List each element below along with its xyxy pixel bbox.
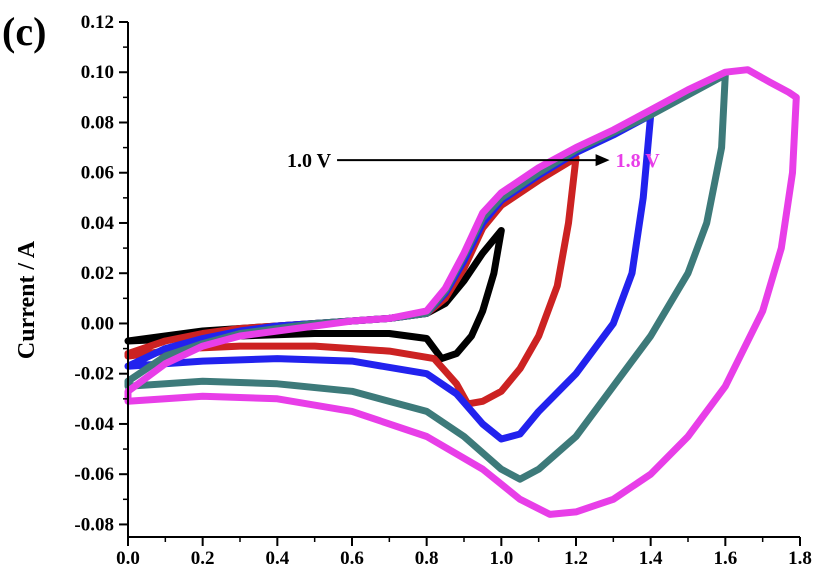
series-line-5 xyxy=(128,70,796,515)
x-tick-label: 0.6 xyxy=(340,548,364,568)
y-tick-label: 0.04 xyxy=(81,213,115,234)
y-tick-label: 0.10 xyxy=(81,62,114,83)
annotation-arrow-head xyxy=(596,154,610,166)
y-tick-label: 0.06 xyxy=(81,163,114,184)
panel-label: (c) xyxy=(2,9,46,54)
x-tick-label: 1.6 xyxy=(713,548,737,568)
x-tick-label: 0.8 xyxy=(415,548,439,568)
y-tick-label: 0.08 xyxy=(81,112,114,133)
y-tick-label: -0.08 xyxy=(74,514,114,535)
x-tick-label: 0.0 xyxy=(116,548,140,568)
annotation-start-label: 1.0 V xyxy=(287,150,332,172)
x-tick-label: 1.4 xyxy=(639,548,663,568)
series-layer xyxy=(128,70,796,515)
y-tick-label: -0.06 xyxy=(74,464,114,485)
annotation-layer: 1.0 V 1.8 V xyxy=(287,150,660,172)
y-tick-label: -0.04 xyxy=(74,414,114,435)
annotation-end-label: 1.8 V xyxy=(616,150,661,172)
x-tick-label: 0.2 xyxy=(191,548,215,568)
y-tick-label: 0.00 xyxy=(81,313,114,334)
x-tick-label: 1.0 xyxy=(489,548,513,568)
x-tick-label: 1.8 xyxy=(788,548,812,568)
y-tick-label: 0.12 xyxy=(81,12,114,33)
y-axis-title: Current / A xyxy=(14,240,40,359)
y-tick-label: -0.02 xyxy=(74,364,114,385)
x-tick-label: 0.4 xyxy=(265,548,289,568)
labels-layer: (c) Current / A xyxy=(2,9,46,359)
x-tick-label: 1.2 xyxy=(564,548,588,568)
y-tick-label: 0.02 xyxy=(81,263,114,284)
series-line-4 xyxy=(128,75,725,479)
